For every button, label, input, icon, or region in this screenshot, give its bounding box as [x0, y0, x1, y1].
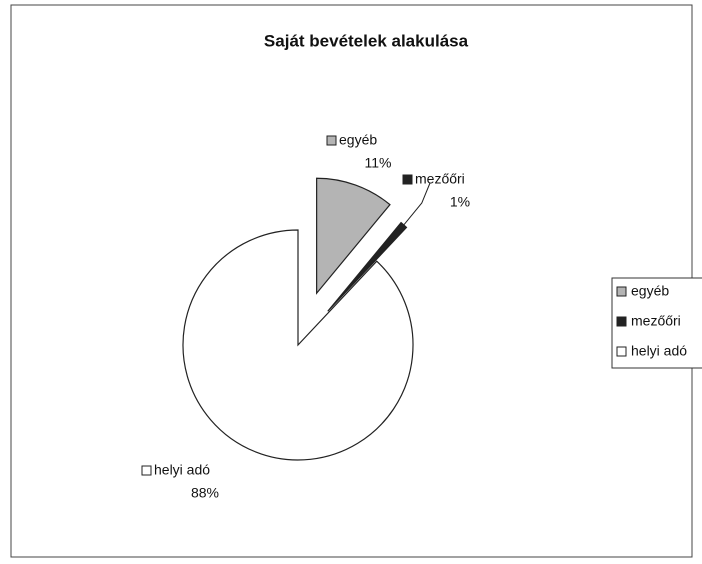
- legend-swatch: [616, 316, 627, 327]
- legend-label: egyéb: [631, 283, 669, 299]
- legend-label: helyi adó: [631, 343, 687, 359]
- label-swatch: [402, 174, 413, 185]
- chart-title: Saját bevételek alakulása: [264, 31, 469, 50]
- slice-value-label: 88%: [191, 485, 219, 501]
- legend-label: mezőőri: [631, 313, 681, 329]
- legend-swatch: [616, 286, 627, 297]
- label-swatch: [326, 135, 337, 146]
- slice-label: helyi adó: [154, 462, 210, 478]
- pie-slice: [316, 177, 391, 295]
- legend-swatch: [616, 346, 627, 357]
- pie-slice: [327, 221, 408, 312]
- slice-label: egyéb: [339, 132, 377, 148]
- slice-label: mezőőri: [415, 171, 465, 187]
- pie-slice: [182, 229, 414, 461]
- chart-frame: [10, 4, 693, 558]
- slice-value-label: 1%: [450, 194, 470, 210]
- leader-line: [403, 182, 431, 226]
- legend-box: [611, 277, 702, 369]
- slice-value-label: 11%: [365, 155, 392, 171]
- label-swatch: [141, 465, 152, 476]
